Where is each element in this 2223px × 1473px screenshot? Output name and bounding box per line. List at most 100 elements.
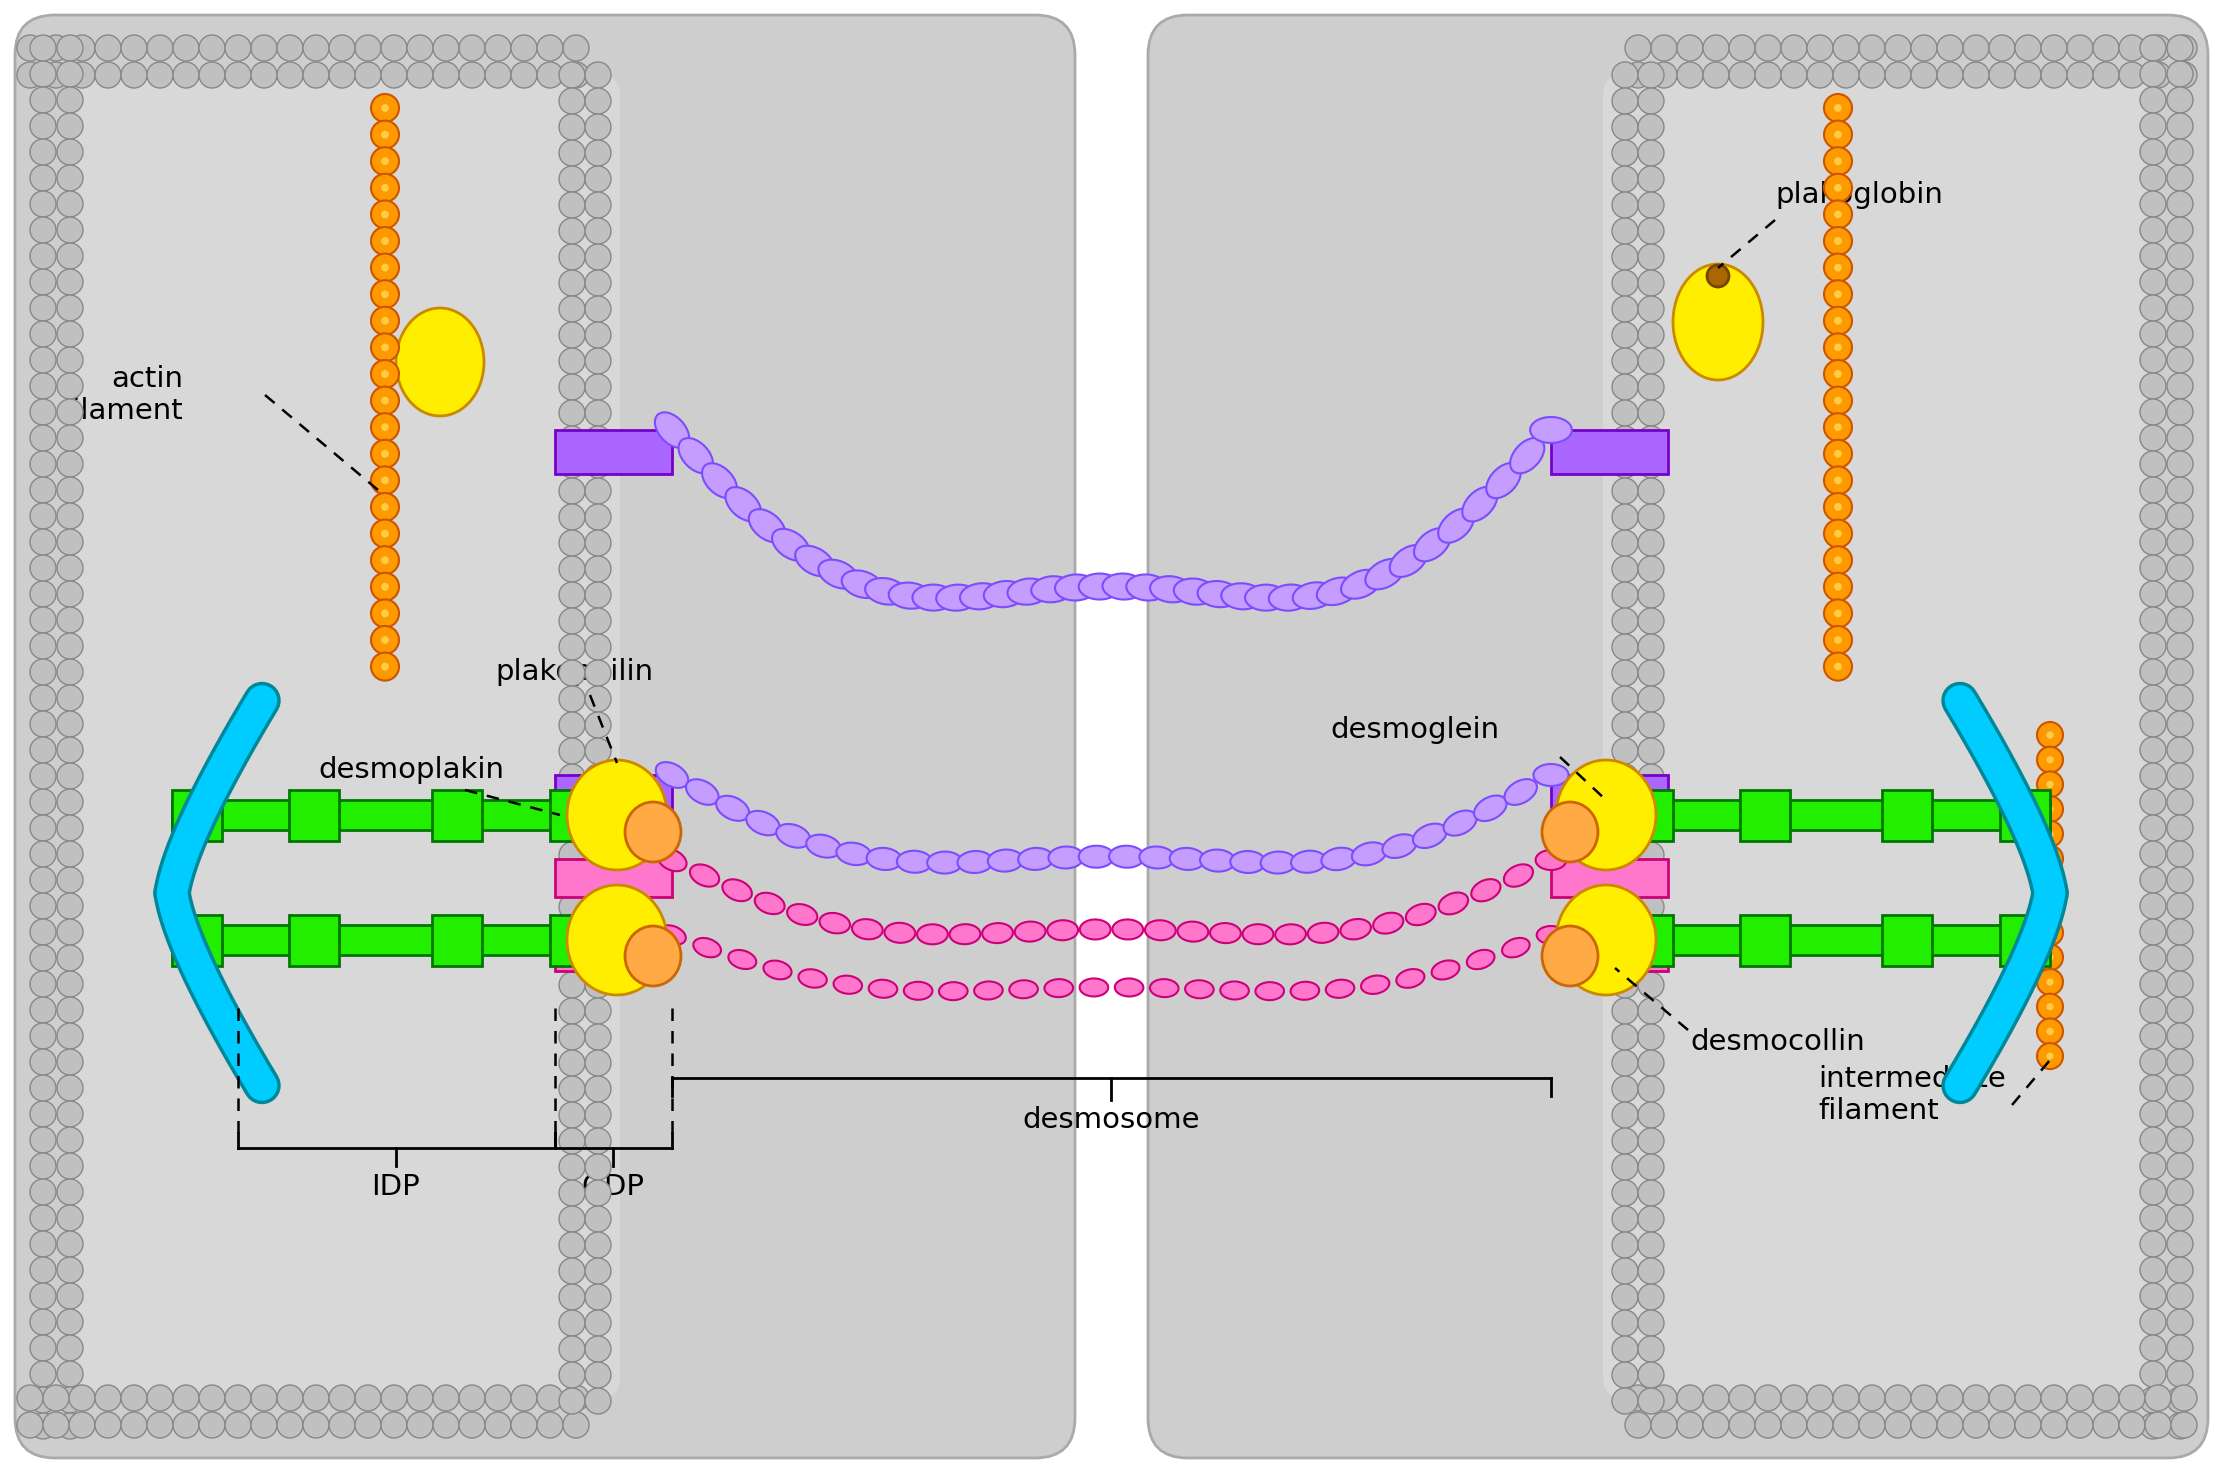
Circle shape	[2167, 165, 2194, 191]
Circle shape	[29, 113, 56, 138]
Circle shape	[2167, 868, 2194, 893]
Circle shape	[585, 790, 611, 816]
Circle shape	[2167, 191, 2194, 217]
Circle shape	[147, 1413, 173, 1438]
Circle shape	[2167, 1049, 2194, 1075]
Ellipse shape	[716, 795, 749, 820]
FancyBboxPatch shape	[16, 15, 1076, 1458]
Circle shape	[18, 1385, 42, 1411]
Circle shape	[29, 997, 56, 1024]
Circle shape	[2141, 790, 2165, 815]
Circle shape	[120, 1413, 147, 1438]
Circle shape	[1834, 557, 1843, 564]
Bar	[1623, 915, 1674, 966]
Circle shape	[1834, 423, 1843, 432]
Circle shape	[2167, 35, 2194, 60]
Circle shape	[558, 479, 585, 504]
Circle shape	[585, 1153, 611, 1180]
Bar	[1623, 790, 1674, 841]
Circle shape	[538, 62, 562, 88]
Circle shape	[173, 1413, 200, 1438]
Circle shape	[2141, 658, 2165, 685]
Ellipse shape	[1178, 922, 1209, 941]
Circle shape	[2167, 1388, 2194, 1413]
Circle shape	[58, 633, 82, 658]
Ellipse shape	[1047, 921, 1078, 940]
Text: plakophilin: plakophilin	[496, 658, 654, 686]
Circle shape	[1638, 894, 1665, 921]
Circle shape	[1912, 1413, 1936, 1438]
Circle shape	[2141, 113, 2165, 138]
Circle shape	[58, 1256, 82, 1283]
Circle shape	[558, 608, 585, 633]
Circle shape	[2167, 711, 2194, 736]
Circle shape	[1825, 546, 1852, 574]
Circle shape	[1612, 348, 1638, 374]
Circle shape	[2036, 846, 2063, 872]
Circle shape	[2141, 295, 2165, 321]
Circle shape	[1612, 1128, 1638, 1153]
Circle shape	[2036, 795, 2063, 822]
Circle shape	[380, 476, 389, 485]
Bar	[1623, 925, 2050, 955]
Circle shape	[58, 736, 82, 763]
Circle shape	[58, 815, 82, 841]
Circle shape	[380, 504, 389, 511]
Circle shape	[1638, 479, 1665, 504]
Circle shape	[1990, 1385, 2014, 1411]
Circle shape	[1825, 200, 1852, 228]
Bar	[2001, 915, 2050, 966]
Circle shape	[558, 660, 585, 686]
Ellipse shape	[905, 982, 931, 1000]
Circle shape	[1612, 166, 1638, 191]
Circle shape	[1612, 608, 1638, 633]
Circle shape	[29, 87, 56, 113]
Circle shape	[1638, 323, 1665, 348]
Circle shape	[2167, 790, 2194, 815]
Circle shape	[58, 348, 82, 373]
Circle shape	[69, 1413, 96, 1438]
Text: actin
filament: actin filament	[62, 365, 182, 426]
Text: desmocollin: desmocollin	[1689, 1028, 1865, 1056]
Circle shape	[1612, 452, 1638, 479]
Circle shape	[585, 946, 611, 972]
Circle shape	[1612, 245, 1638, 270]
Circle shape	[29, 1075, 56, 1100]
Circle shape	[29, 217, 56, 243]
Ellipse shape	[1432, 960, 1461, 980]
Bar	[549, 790, 600, 841]
Circle shape	[29, 1413, 56, 1439]
Circle shape	[371, 653, 398, 681]
Circle shape	[1612, 843, 1638, 868]
Circle shape	[371, 333, 398, 361]
Circle shape	[585, 555, 611, 582]
Circle shape	[585, 88, 611, 113]
Circle shape	[2047, 929, 2054, 937]
Circle shape	[1825, 333, 1852, 361]
Circle shape	[585, 530, 611, 555]
Ellipse shape	[1229, 851, 1265, 873]
Circle shape	[2047, 831, 2054, 838]
Text: desmoplakin: desmoplakin	[318, 756, 505, 784]
Circle shape	[2047, 978, 2054, 985]
Circle shape	[200, 1413, 225, 1438]
Bar	[1883, 790, 1932, 841]
Circle shape	[2047, 732, 2054, 738]
Circle shape	[1612, 140, 1638, 166]
Circle shape	[251, 35, 278, 60]
Circle shape	[2067, 35, 2094, 60]
Ellipse shape	[1405, 904, 1436, 925]
Circle shape	[1638, 401, 1665, 426]
Circle shape	[1638, 790, 1665, 816]
Circle shape	[1834, 184, 1843, 191]
Circle shape	[2167, 1256, 2194, 1283]
Circle shape	[29, 60, 56, 87]
Ellipse shape	[678, 437, 714, 473]
Circle shape	[558, 972, 585, 999]
Circle shape	[1754, 1385, 1781, 1411]
Circle shape	[1638, 191, 1665, 218]
Circle shape	[1834, 317, 1843, 324]
Ellipse shape	[656, 762, 689, 788]
Circle shape	[1990, 62, 2014, 88]
Ellipse shape	[865, 577, 907, 604]
